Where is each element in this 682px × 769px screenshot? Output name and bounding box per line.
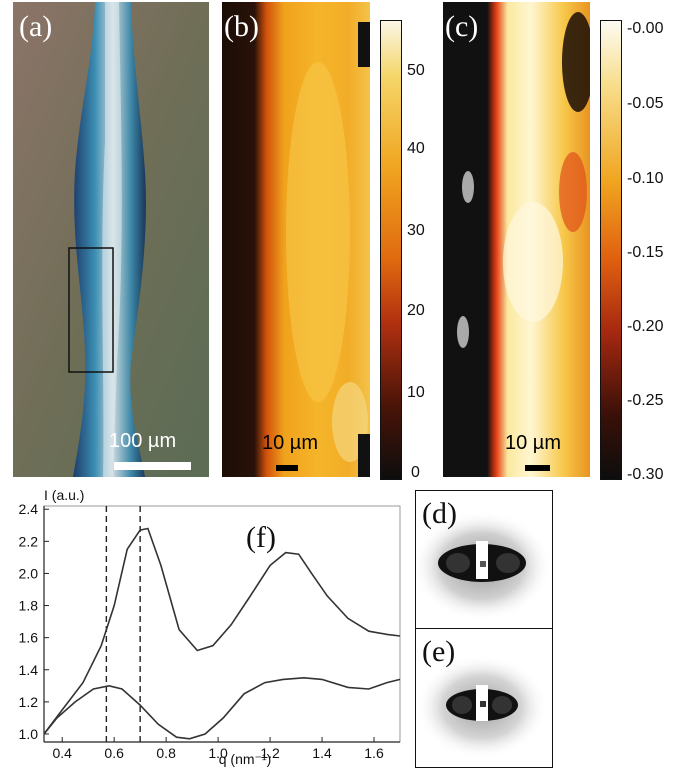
colorbar-c-tick: -0.25: [627, 392, 663, 410]
colorbar-b-tick: 50: [407, 62, 425, 80]
scale-bar: [114, 462, 191, 470]
colorbar-c-tick: -0.20: [627, 318, 663, 336]
x-tick-label: 1.4: [312, 745, 332, 761]
scale-bar: [276, 465, 298, 471]
x-tick-label: 0.6: [104, 745, 124, 761]
colorbar-b-tick: 30: [407, 222, 425, 240]
panel-a-scale-label: 100 µm: [109, 430, 176, 453]
panel-b-image: [222, 2, 370, 477]
x-tick-label: 0.4: [52, 745, 72, 761]
panel-c-scale-label: 10 µm: [505, 432, 561, 455]
panel-c-letter: (c): [445, 10, 478, 44]
micrograph-image: [13, 2, 209, 477]
x-tick-label: 1.6: [364, 745, 384, 761]
colorbar-c-tick: -0.05: [627, 95, 663, 113]
y-tick-label: 1.6: [19, 630, 39, 646]
panel-e-pattern: (e): [415, 628, 553, 768]
y-tick-label: 2.0: [19, 565, 39, 581]
panel-f-chart: 0.4 0.6 0.8 1.0 1.2 1.4 1.61.01.21.41.61.82.02…: [0, 484, 412, 769]
x-axis-label: q (nm⁻¹): [219, 751, 272, 767]
colorbar-c-tick: -0.30: [627, 466, 663, 484]
panel-b-letter: (b): [224, 10, 259, 44]
colorbar-b-tick: 0: [411, 464, 420, 482]
scale-bar: [525, 465, 550, 471]
panel-f-letter: (f): [246, 521, 276, 554]
series-line-1: [44, 529, 400, 735]
panel-a-letter: (a): [19, 10, 52, 44]
panel-c-map: (c) 10 µm: [443, 2, 590, 477]
plot-frame: [44, 506, 400, 742]
colorbar-c-tick: -0.10: [627, 170, 663, 188]
series-line-2: [44, 678, 400, 739]
colorbar-c-tick: -0.00: [627, 20, 663, 38]
y-tick-label: 1.0: [19, 726, 39, 742]
y-tick-label: 1.8: [19, 598, 39, 614]
panel-a-micrograph: (a) 100 µm: [13, 2, 209, 477]
panel-b-colorbar: [380, 20, 402, 480]
y-tick-label: 1.4: [19, 662, 39, 678]
panel-c-image: [443, 2, 590, 477]
y-tick-label: 2.4: [19, 501, 39, 517]
panel-b-scale-label: 10 µm: [262, 432, 318, 455]
colorbar-b-tick: 40: [407, 140, 425, 158]
panel-b-map: (b) 10 µm: [222, 2, 370, 477]
colorbar-b-tick: 10: [407, 384, 425, 402]
panel-d-pattern: (d): [415, 490, 553, 630]
colorbar-b-tick: 20: [407, 302, 425, 320]
x-tick-label: 0.8: [156, 745, 176, 761]
panel-d-letter: (d): [422, 497, 457, 531]
colorbar-c-tick: -0.15: [627, 244, 663, 262]
y-tick-label: 2.2: [19, 533, 39, 549]
y-axis-label: I (a.u.): [44, 487, 84, 503]
panel-c-colorbar: [600, 20, 622, 480]
panel-e-letter: (e): [422, 635, 455, 669]
y-tick-label: 1.2: [19, 694, 39, 710]
